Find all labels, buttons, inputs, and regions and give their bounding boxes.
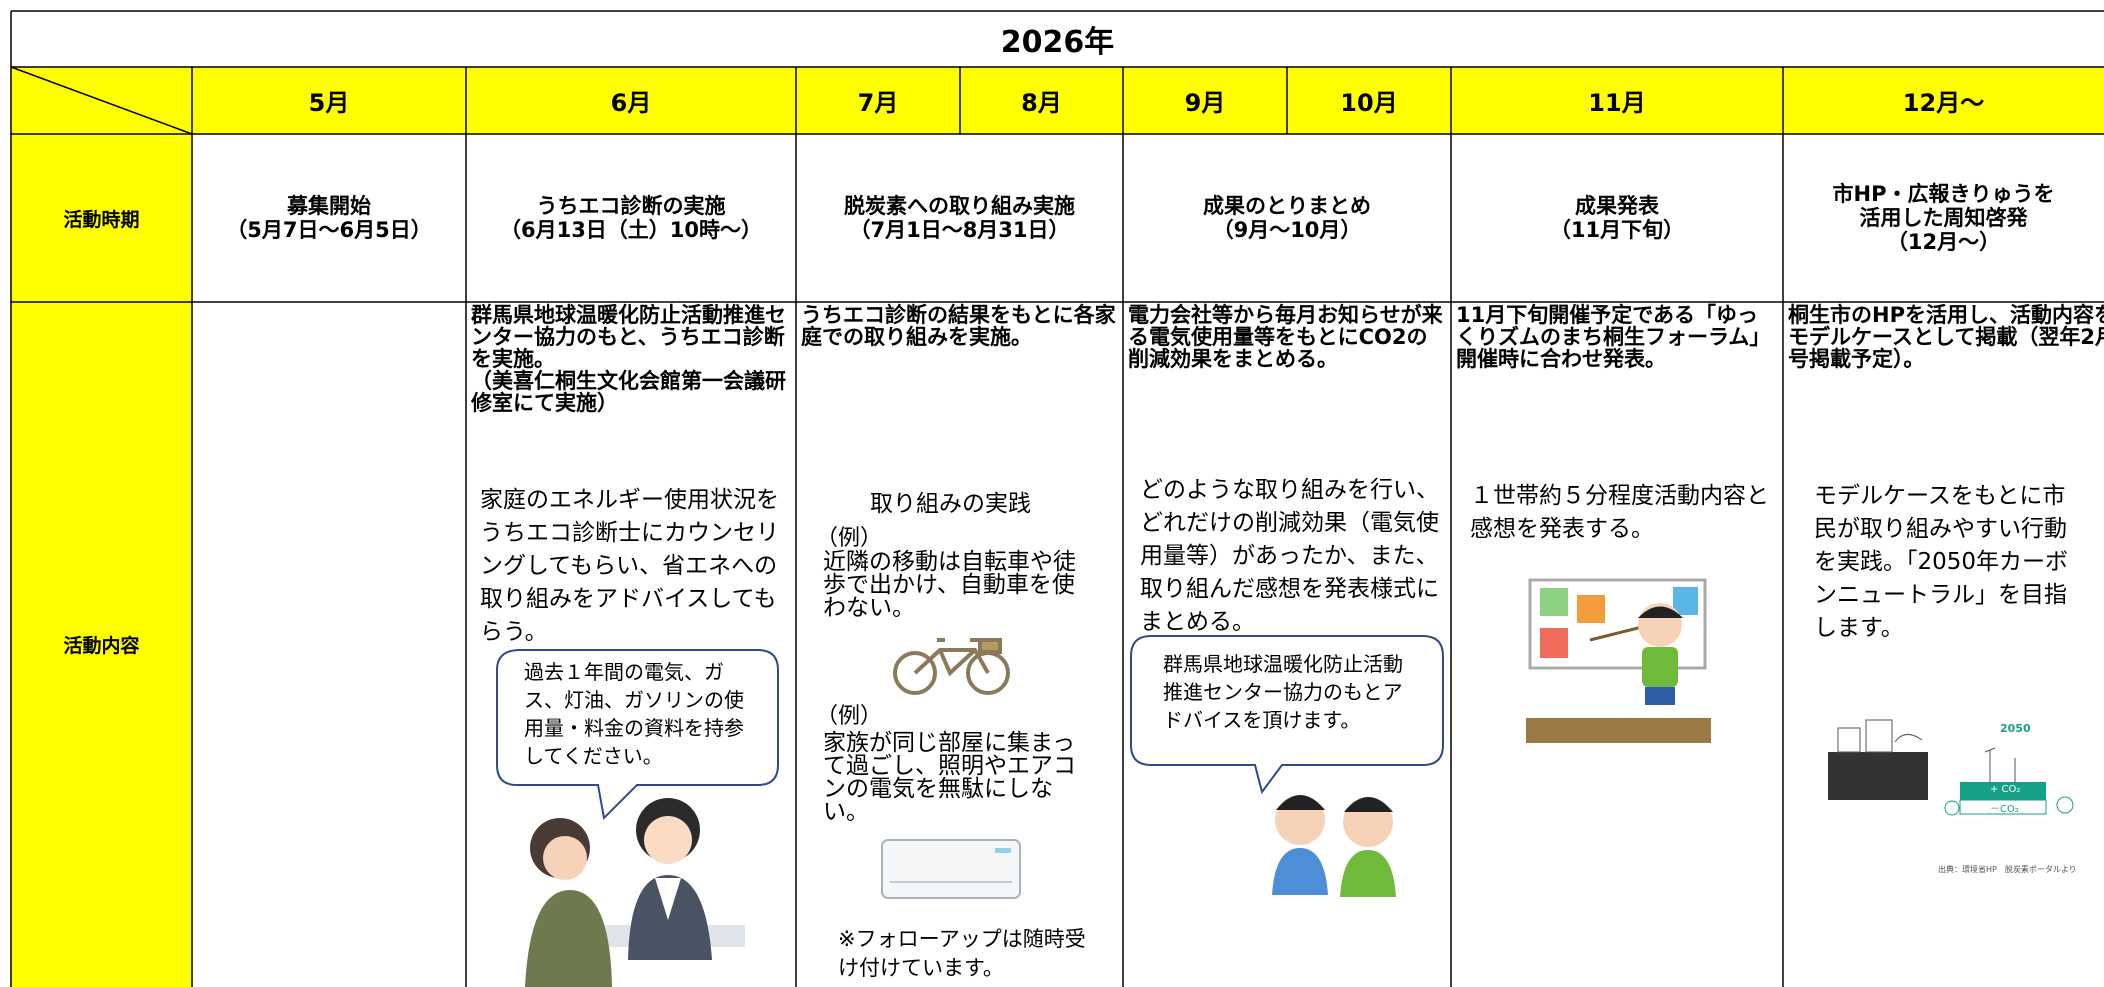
content-subtitle: 取り組みの実践 bbox=[870, 491, 1031, 517]
people-illustration bbox=[1272, 795, 1396, 897]
title: 2026年 bbox=[1000, 25, 1115, 60]
month: 6月 bbox=[610, 89, 652, 117]
period: 募集開始 （5月7日～6月5日） bbox=[226, 194, 432, 242]
month: 10月 bbox=[1340, 89, 1398, 117]
month: 7月 bbox=[857, 89, 899, 117]
content-heading: 桐生市のHPを活用し、活動内容をモデルケースとして掲載（翌年2月号掲載予定）。 bbox=[1788, 303, 2104, 371]
image-label: + CO₂ bbox=[1990, 784, 2021, 795]
counseling-illustration bbox=[525, 798, 745, 987]
month: 5月 bbox=[308, 89, 350, 117]
speech-bubble bbox=[496, 649, 779, 821]
month: 9月 bbox=[1184, 89, 1226, 117]
content-text: どのような取り組みを行い、どれだけの削減効果（電気使用量等）があったか、また、取… bbox=[1140, 477, 1439, 635]
period: 成果のとりまとめ （9月～10月） bbox=[1203, 194, 1371, 242]
row-label: 活動内容 bbox=[63, 635, 140, 657]
period: 脱炭素への取り組み実施 （7月1日～8月31日） bbox=[844, 194, 1075, 242]
content-heading: 11月下旬開催予定である「ゆっくりズムのまち桐生フォーラム」開催時に合わせ発表。 bbox=[1456, 303, 1771, 371]
content-heading: うちエコ診断の結果をもとに各家庭での取り組みを実施。 bbox=[801, 303, 1116, 349]
month: 11月 bbox=[1588, 89, 1646, 117]
example-label: （例） bbox=[816, 704, 883, 729]
content-heading: 電力会社等から毎月お知らせが来る電気使用量等をもとにCO2の削減効果をまとめる。 bbox=[1128, 303, 1443, 371]
image-label: 2050 bbox=[2000, 722, 2031, 735]
table-grid bbox=[10, 10, 2104, 987]
period: 成果発表 （11月下旬） bbox=[1549, 194, 1685, 242]
period: うちエコ診断の実施 （6月13日（土）10時～） bbox=[499, 194, 763, 242]
bicycle-illustration bbox=[893, 638, 1010, 695]
aircon-illustration bbox=[881, 839, 1021, 899]
image-label: －CO₂ bbox=[1990, 804, 2019, 815]
example-text: 近隣の移動は自転車や徒歩で出かけ、自動車を使わない。 bbox=[823, 549, 1076, 621]
bubble-text: 過去１年間の電気、ガス、灯油、ガソリンの使用量・料金の資料を持参してください。 bbox=[524, 660, 744, 768]
month: 8月 bbox=[1021, 89, 1062, 117]
label-bg bbox=[11, 134, 192, 987]
row-label: 活動時期 bbox=[63, 208, 140, 231]
period: 市HP・広報きりゅうを 活用した周知啓発 （12月～） bbox=[1832, 182, 2055, 254]
content-text: 家庭のエネルギー使用状況をうちエコ診断士にカウンセリングしてもらい、省エネへの取… bbox=[480, 487, 779, 645]
month: 12月～ bbox=[1902, 89, 1985, 117]
example-text: 家族が同じ部屋に集まって過ごし、照明やエアコンの電気を無駄にしない。 bbox=[823, 730, 1076, 825]
carbon-neutral-illustration bbox=[1828, 719, 2074, 816]
bubble-text: 群馬県地球温暖化防止活動推進センター協力のもとアドバイスを頂けます。 bbox=[1163, 652, 1403, 732]
board-illustration bbox=[1526, 578, 1711, 743]
content-heading: 群馬県地球温暖化防止活動推進センター協力のもと、うちエコ診断を実施。 （美喜仁桐… bbox=[471, 303, 786, 415]
header-bg bbox=[11, 67, 2104, 134]
speech-bubble bbox=[1130, 635, 1444, 795]
note: ※フォローアップは随時受け付けています。 bbox=[838, 927, 1086, 980]
example-label: （例） bbox=[816, 526, 883, 551]
image-credit: 出典：環境省HP 脱炭素ポータルより bbox=[1938, 865, 2077, 874]
content-text: １世帯約５分程度活動内容と感想を発表する。 bbox=[1470, 483, 1769, 542]
content-text: モデルケースをもとに市民が取り組みやすい行動を実践。「2050年カーボンニュート… bbox=[1814, 483, 2069, 641]
